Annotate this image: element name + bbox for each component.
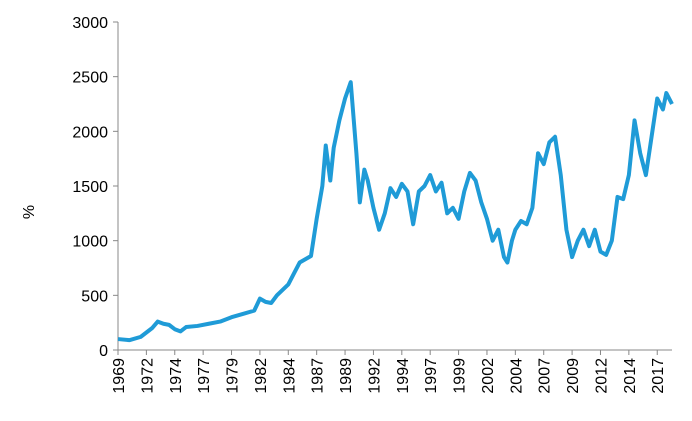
y-axis-label: % [21, 205, 38, 219]
x-tick-label: 1987 [310, 358, 327, 394]
y-tick-label: 3000 [72, 15, 108, 32]
x-tick-label: 2017 [650, 358, 667, 394]
y-tick-label: 1500 [72, 179, 108, 196]
x-tick-label: 2012 [593, 358, 610, 394]
x-tick-label: 1989 [338, 358, 355, 394]
line-series [117, 80, 674, 343]
x-tick-label: 1982 [253, 358, 270, 394]
x-tick-label: 1972 [139, 358, 156, 394]
x-tick-label: 2014 [622, 358, 639, 394]
x-tick-label: 1994 [395, 358, 412, 394]
x-tick-label: 2009 [565, 358, 582, 394]
x-tick-label: 2002 [480, 358, 497, 394]
x-tick-label: 1997 [423, 358, 440, 394]
x-tick-label: 1992 [366, 358, 383, 394]
y-tick-label: 1000 [72, 234, 108, 251]
x-tick-label: 1969 [111, 358, 128, 394]
x-tick-label: 2004 [508, 358, 525, 394]
y-tick-label: 2500 [72, 70, 108, 87]
y-tick-label: 0 [99, 343, 108, 360]
x-tick-label: 1974 [168, 358, 185, 394]
y-tick-label: 500 [81, 288, 108, 305]
y-tick-label: 2000 [72, 124, 108, 141]
x-tick-label: 1999 [452, 358, 469, 394]
x-tick-label: 1977 [196, 358, 213, 394]
x-tick-label: 2007 [537, 358, 554, 394]
x-tick-label: 1984 [281, 358, 298, 394]
x-tick-label: 1979 [225, 358, 242, 394]
